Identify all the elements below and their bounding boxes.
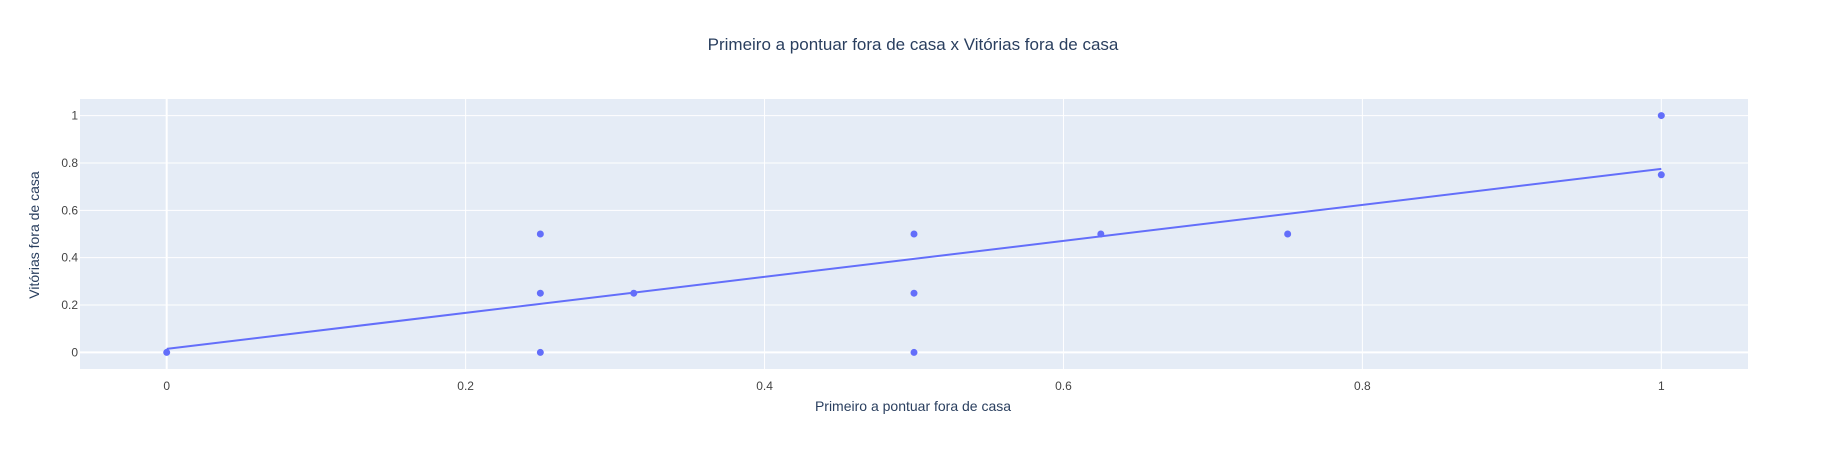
data-point	[1657, 112, 1665, 120]
data-point	[536, 289, 544, 297]
x-axis-label: Primeiro a pontuar fora de casa	[815, 398, 1011, 414]
y-axis-label: Vitórias fora de casa	[26, 171, 42, 299]
y-tick-label: 0.6	[61, 203, 78, 217]
data-point	[630, 289, 638, 297]
data-point	[1284, 230, 1292, 238]
x-tick-label: 0	[163, 379, 170, 393]
data-point	[1097, 230, 1105, 238]
data-point	[536, 230, 544, 238]
trendline	[166, 167, 1662, 350]
data-point	[910, 230, 918, 238]
x-tick-label: 0.4	[756, 379, 773, 393]
data-point	[163, 348, 171, 356]
data-point	[910, 289, 918, 297]
data-point	[536, 348, 544, 356]
y-tick-label: 0.2	[61, 298, 78, 312]
y-tick-label: 1	[71, 109, 78, 123]
x-tick-label: 0.6	[1055, 379, 1072, 393]
data-point	[1657, 171, 1665, 179]
plot-area: 0 0.2 0.4 0.6 0.8 1 0 0.2 0.4 0.6 0.8 1	[61, 99, 1748, 393]
y-tick-label: 0.4	[61, 251, 78, 265]
x-tick-label: 0.2	[457, 379, 474, 393]
x-tick-label: 1	[1658, 379, 1665, 393]
x-tick-label: 0.8	[1354, 379, 1371, 393]
chart-title: Primeiro a pontuar fora de casa x Vitóri…	[708, 35, 1119, 54]
y-tick-label: 0	[71, 345, 78, 359]
y-tick-label: 0.8	[61, 156, 78, 170]
data-point	[910, 348, 918, 356]
